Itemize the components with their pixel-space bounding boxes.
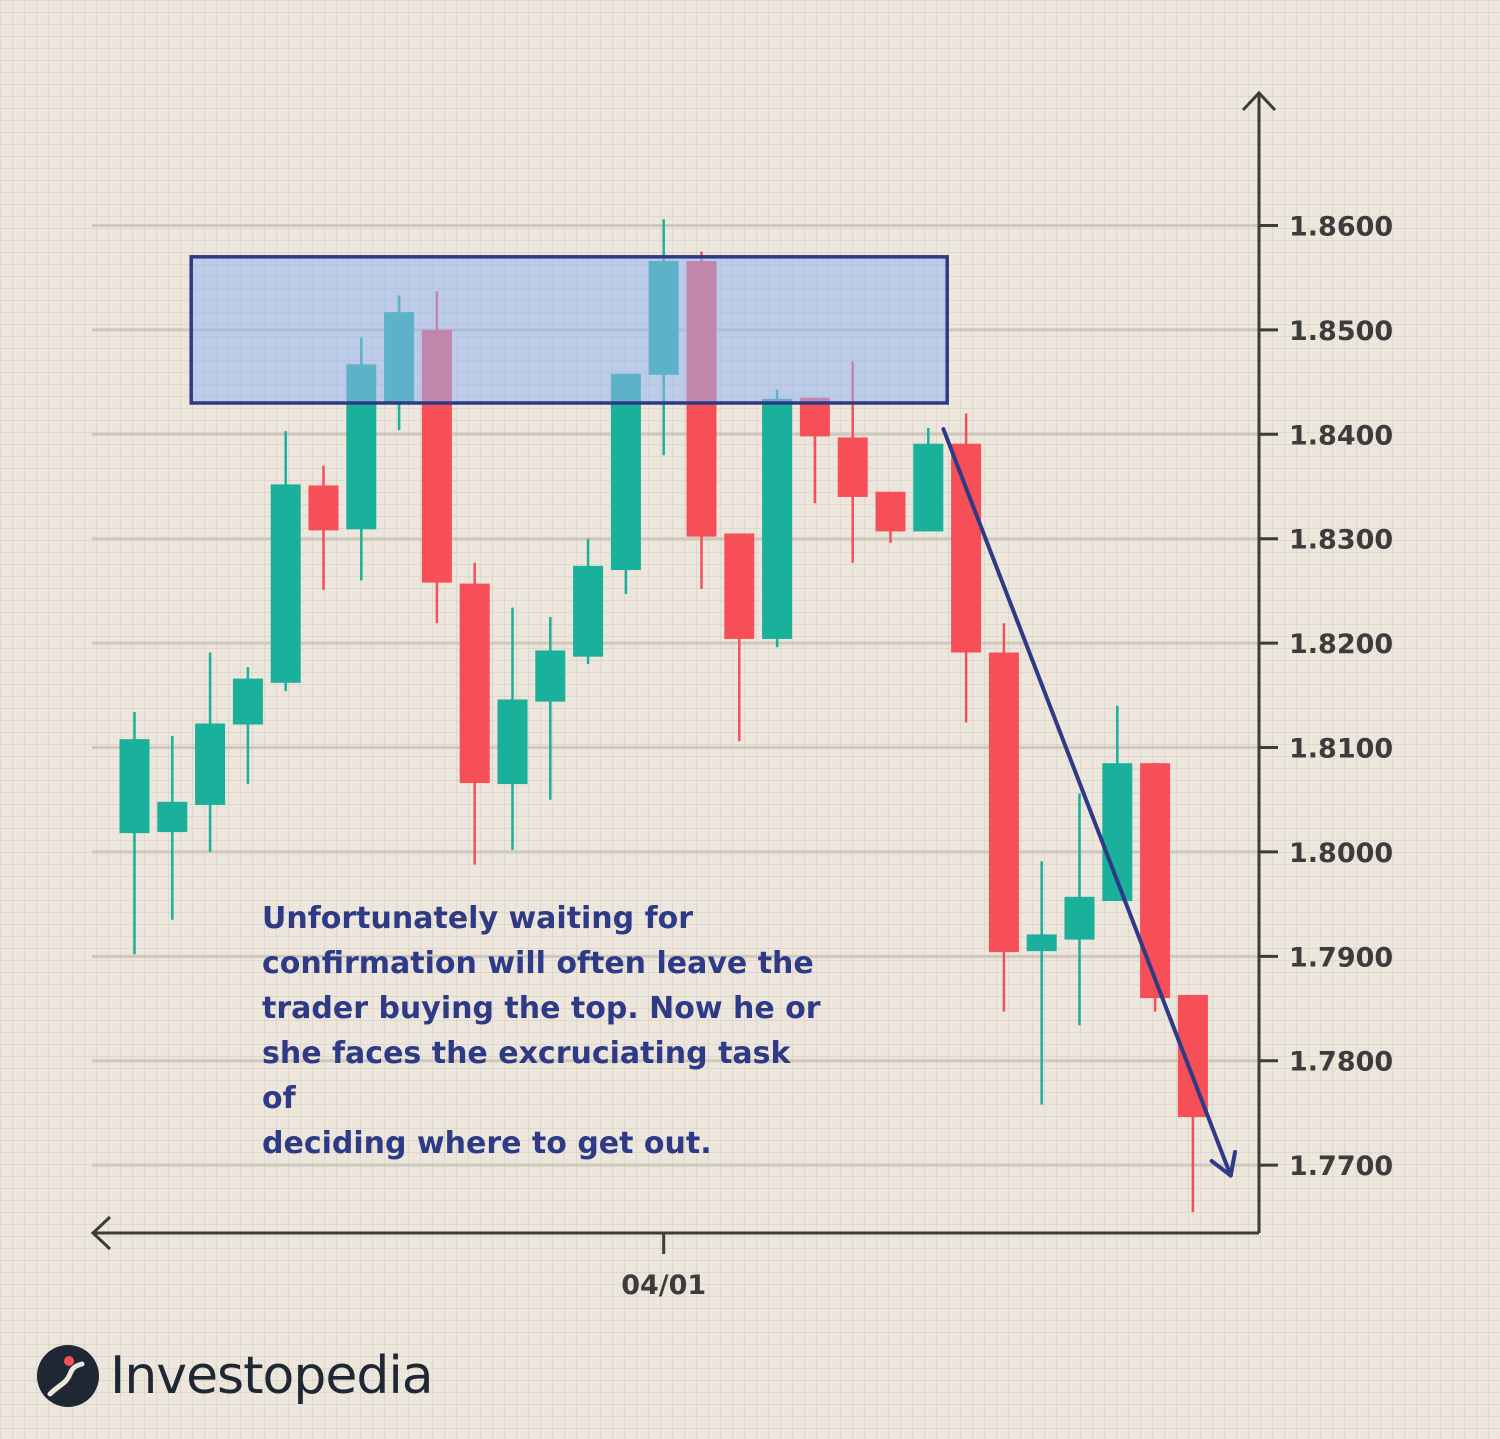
y-tick-label: 1.7700 — [1289, 1151, 1393, 1182]
x-tick: 04/01 — [621, 1233, 706, 1301]
candle-body — [988, 652, 1019, 953]
candle — [610, 373, 641, 595]
candle — [1102, 705, 1133, 901]
resistance-zone-box — [189, 255, 949, 405]
y-tick-label: 1.8600 — [1289, 212, 1393, 243]
candle — [1140, 763, 1171, 1012]
candle — [157, 736, 188, 920]
candle — [951, 413, 982, 723]
y-ticks: 1.8600 1.8500 1.8400 1.8300 1.8200 1.8100 1.80… — [1259, 212, 1393, 1182]
candle — [535, 617, 566, 800]
investopedia-logo-icon — [37, 1345, 99, 1407]
candle-body — [1026, 934, 1057, 952]
candle — [308, 465, 339, 590]
y-axis-arrowhead — [1241, 90, 1277, 112]
candle-body — [913, 443, 944, 532]
y-tick-label: 1.7900 — [1289, 942, 1393, 973]
candle-body — [610, 373, 641, 571]
candle — [459, 562, 490, 865]
y-tick-label: 1.8300 — [1289, 525, 1393, 556]
candle — [270, 431, 301, 692]
candle-body — [157, 801, 188, 833]
candle-body — [1177, 994, 1208, 1118]
candle — [497, 607, 528, 850]
x-tick-label: 04/01 — [621, 1270, 706, 1301]
candle — [573, 538, 604, 664]
candle-body — [195, 723, 226, 805]
candle-body — [1064, 896, 1095, 940]
candle-body — [535, 650, 566, 702]
candle-body — [119, 739, 150, 834]
chart-annotation: Unfortunately waiting for confirmation w… — [262, 901, 821, 1161]
investopedia-logo: Investopedia — [36, 1344, 434, 1408]
candle — [799, 397, 830, 504]
trend-arrow-line — [941, 427, 1233, 1178]
candle — [1177, 994, 1208, 1213]
y-tick-label: 1.8000 — [1289, 838, 1393, 869]
candle — [724, 533, 755, 742]
candle — [875, 491, 906, 543]
candle — [988, 623, 1019, 1012]
candle — [119, 712, 150, 955]
candle-body — [724, 533, 755, 639]
candle-body — [837, 437, 868, 497]
candles — [119, 219, 1208, 1213]
candle — [913, 428, 944, 532]
candle — [195, 652, 226, 852]
trend-arrowhead — [1209, 1149, 1238, 1178]
candle-body — [232, 678, 263, 725]
candle — [1064, 793, 1095, 1026]
y-tick-label: 1.8400 — [1289, 420, 1393, 451]
candle-body — [1140, 763, 1171, 999]
y-tick-label: 1.8500 — [1289, 316, 1393, 347]
candle-body — [573, 565, 604, 657]
candle — [1026, 861, 1057, 1105]
y-tick-label: 1.8200 — [1289, 629, 1393, 660]
candle-body — [762, 398, 793, 639]
brand-name: Investopedia — [110, 1346, 434, 1406]
candle-body — [951, 443, 982, 653]
x-axis-arrowhead — [90, 1215, 112, 1251]
candle-body — [459, 583, 490, 784]
axes — [90, 90, 1277, 1251]
y-tick-label: 1.8100 — [1289, 734, 1393, 765]
candle-body — [875, 491, 906, 532]
candle — [762, 389, 793, 648]
candle-body — [308, 485, 339, 531]
candle-body — [270, 484, 301, 683]
candle — [232, 667, 263, 785]
y-tick-label: 1.7800 — [1289, 1047, 1393, 1078]
trend-arrow — [941, 427, 1238, 1178]
resistance-zone — [189, 255, 949, 405]
candle-body — [497, 699, 528, 785]
